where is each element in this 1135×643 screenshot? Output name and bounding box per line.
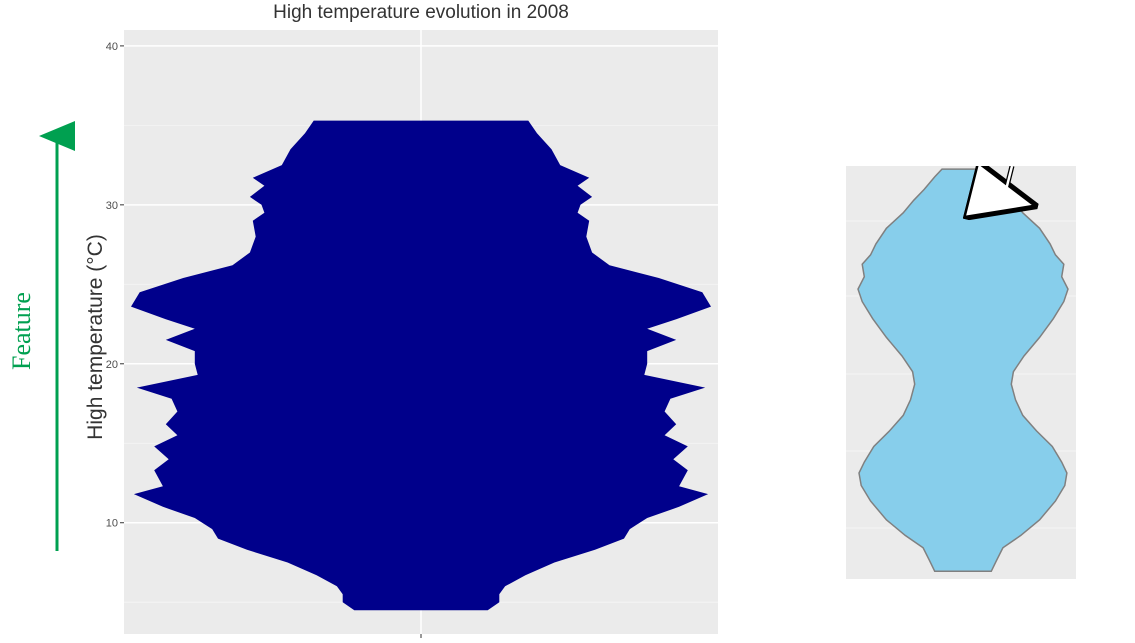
y-tick-label: 10 (106, 518, 118, 530)
reference-violin-chart (846, 166, 1076, 579)
y-tick-label: 40 (106, 41, 118, 53)
y-tick-label: 30 (106, 200, 118, 212)
chart-title: High temperature evolution in 2008 (273, 2, 569, 23)
reference-violin-shape (857, 168, 1069, 572)
y-axis-ticks: 10 20 30 40 (106, 41, 124, 530)
highlight-arrow-inner (1003, 166, 1014, 195)
y-tick-label: 20 (106, 359, 118, 371)
main-violin-chart: 10 20 30 40 (39, 30, 718, 638)
y-axis-label: High temperature (°C) (84, 234, 107, 440)
violin-shape (131, 120, 711, 611)
y-axis-label-box: High temperature (°C) (76, 232, 116, 442)
